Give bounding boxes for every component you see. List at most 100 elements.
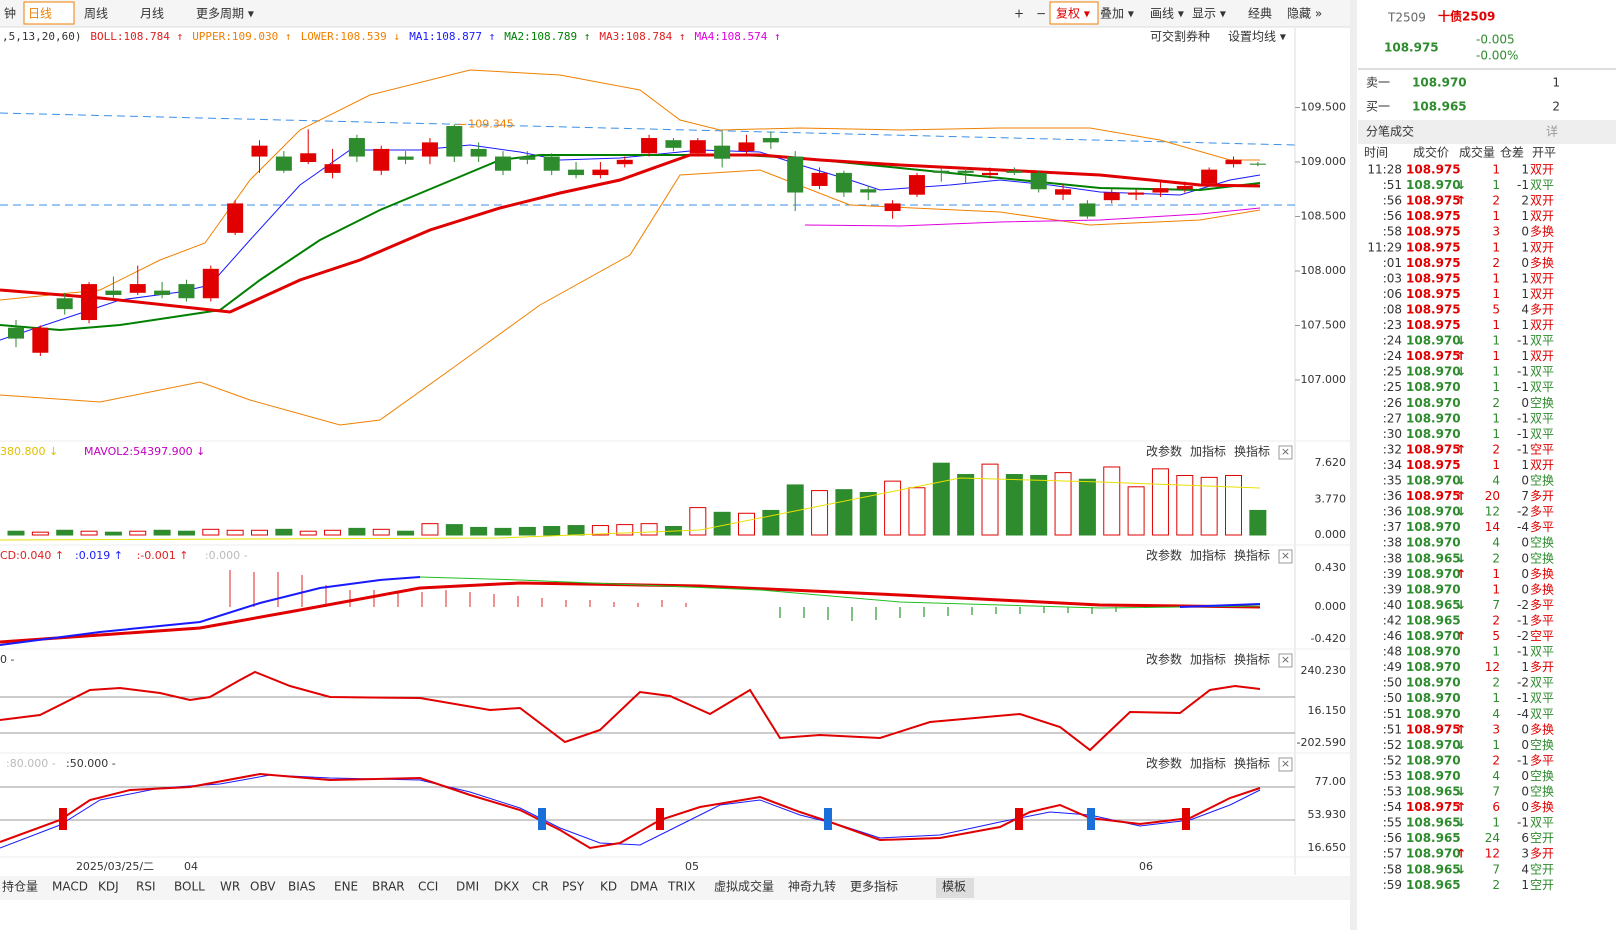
trade-diff: 0 <box>1521 785 1529 799</box>
indicator-value: UPPER:109.030 ↑ <box>192 30 291 43</box>
candle-body <box>470 148 487 157</box>
indicator-tab[interactable]: DKX <box>494 880 519 894</box>
trade-type: 双平 <box>1530 178 1554 192</box>
link[interactable]: 设置均线 ▾ <box>1228 30 1286 44</box>
period-tab[interactable]: 周线 <box>84 7 108 21</box>
column-header: 时间 <box>1364 146 1388 160</box>
link[interactable]: 可交割券种 <box>1150 29 1210 44</box>
detail-button[interactable]: 详 <box>1546 124 1558 139</box>
candle-body <box>1103 192 1120 201</box>
indicator-tab[interactable]: WR <box>220 880 240 894</box>
panel-button[interactable]: 加指标 <box>1190 756 1226 771</box>
code: T2509 <box>1387 11 1426 25</box>
trade-type: 双平 <box>1530 411 1554 425</box>
period-tab[interactable]: 月线 <box>140 7 164 21</box>
panel-button[interactable]: 加指标 <box>1190 548 1226 563</box>
close-button[interactable]: × <box>1281 549 1290 562</box>
y-tick-label: 108.000 <box>1301 264 1347 277</box>
indicator-tab[interactable]: 持仓量 <box>2 879 38 894</box>
trade-arrow: ↓ <box>1456 365 1466 379</box>
panel-button[interactable]: 改参数 <box>1146 756 1182 771</box>
trade-type: 多换 <box>1530 567 1554 581</box>
indicator-tab[interactable]: BOLL <box>174 880 205 894</box>
trade-volume: 24 <box>1485 831 1500 845</box>
close-button[interactable]: × <box>1281 445 1290 458</box>
tool-button[interactable]: 显示 ▾ <box>1192 7 1226 21</box>
tool-button[interactable]: 隐藏 » <box>1287 7 1322 21</box>
indicator-tab[interactable]: CCI <box>418 880 438 894</box>
trade-volume: 4 <box>1492 707 1500 721</box>
trade-volume: 6 <box>1492 800 1500 814</box>
toolbar <box>0 0 1350 27</box>
panel-button[interactable]: 换指标 <box>1234 548 1270 563</box>
tool-button[interactable]: 画线 ▾ <box>1150 7 1184 21</box>
tool-button[interactable]: 经典 <box>1248 7 1272 21</box>
tool-button[interactable]: 叠加 ▾ <box>1100 7 1134 21</box>
indicator-tab[interactable]: 更多指标 <box>850 879 898 894</box>
volume-bar <box>80 530 98 536</box>
tool-button[interactable]: 复权 ▾ <box>1056 7 1090 21</box>
volume-bar <box>1249 509 1267 536</box>
trade-type: 多开 <box>1530 489 1554 503</box>
indicator-tab[interactable]: 神奇九转 <box>788 879 836 894</box>
tool-button[interactable]: + <box>1014 7 1024 21</box>
panel-button[interactable]: 加指标 <box>1190 652 1226 667</box>
trade-time: :32 <box>1383 442 1402 456</box>
panel-button[interactable]: 换指标 <box>1234 756 1270 771</box>
trade-type: 多平 <box>1530 520 1554 534</box>
panel-button[interactable]: 改参数 <box>1146 548 1182 563</box>
indicator-tab[interactable]: KDJ <box>98 880 119 894</box>
change-pct: -0.00% <box>1476 49 1518 63</box>
trade-type: 多换 <box>1530 225 1554 239</box>
panel-button[interactable]: 换指标 <box>1234 652 1270 667</box>
trade-type: 空换 <box>1530 536 1554 550</box>
y-tick-label: -202.590 <box>1297 736 1346 749</box>
indicator-tab[interactable]: PSY <box>562 880 585 894</box>
indicator-tab[interactable]: KD <box>600 880 617 894</box>
y-tick-label: 108.500 <box>1301 210 1347 223</box>
indicator-tab[interactable]: CR <box>532 880 549 894</box>
trade-volume: 2 <box>1492 194 1500 208</box>
y-tick-label: 16.650 <box>1308 841 1347 854</box>
panel-button[interactable]: 换指标 <box>1234 444 1270 459</box>
volume-bar <box>104 531 122 536</box>
trade-type: 空开 <box>1530 862 1554 876</box>
indicator-tab[interactable]: RSI <box>136 880 156 894</box>
volume-bar <box>226 529 244 536</box>
trade-diff: 0 <box>1521 474 1529 488</box>
trade-price: 108.975 <box>1406 318 1461 332</box>
close-button[interactable]: × <box>1281 757 1290 770</box>
panel-button[interactable]: 改参数 <box>1146 444 1182 459</box>
trade-time: :55 <box>1383 816 1402 830</box>
trade-time: :38 <box>1383 536 1402 550</box>
volume-bar <box>7 530 25 536</box>
indicator-tab[interactable]: DMI <box>456 880 479 894</box>
indicator-tab[interactable]: BRAR <box>372 880 405 894</box>
trade-price: 108.970 <box>1406 427 1461 441</box>
trade-price: 108.975 <box>1406 722 1461 736</box>
indicator-tab[interactable]: DMA <box>630 880 659 894</box>
tool-button[interactable]: − <box>1036 7 1046 21</box>
section-title: 分笔成交 <box>1366 124 1414 139</box>
indicator-tab[interactable]: 模板 <box>942 880 966 894</box>
panel-button[interactable]: 加指标 <box>1190 444 1226 459</box>
indicator-tab[interactable]: BIAS <box>288 880 316 894</box>
trade-type: 双开 <box>1530 209 1554 223</box>
indicator-tab[interactable]: 虚拟成交量 <box>714 879 774 894</box>
period-tab[interactable]: 更多周期 ▾ <box>196 7 254 21</box>
volume-bar <box>494 527 512 536</box>
y-tick-label: 107.500 <box>1301 319 1347 332</box>
close-button[interactable]: × <box>1281 653 1290 666</box>
indicator-tab[interactable]: TRIX <box>667 880 695 894</box>
trade-type: 双平 <box>1530 334 1554 348</box>
candle-body <box>1055 189 1072 195</box>
panel-dividers <box>0 440 1350 858</box>
indicator-tab[interactable]: ENE <box>334 880 358 894</box>
indicator-tab[interactable]: OBV <box>250 880 276 894</box>
panel-button[interactable]: 改参数 <box>1146 652 1182 667</box>
y-tick-label: 109.500 <box>1301 101 1347 114</box>
period-tab[interactable]: 日线 <box>28 7 52 21</box>
period-tab[interactable]: 钟 <box>4 6 16 21</box>
indicator-tab[interactable]: MACD <box>52 880 88 894</box>
trade-diff: 0 <box>1521 396 1529 410</box>
